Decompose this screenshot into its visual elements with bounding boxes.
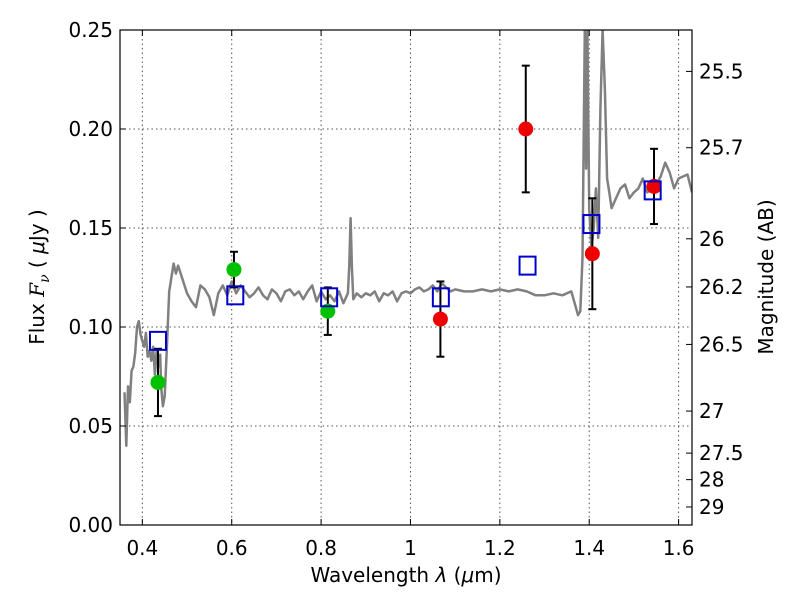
model-band-square <box>431 287 450 308</box>
right-tick-label: 29 <box>699 495 724 519</box>
y-axis-title: Flux Fν ( μJy ) <box>25 209 53 345</box>
x-tick-label: 1.4 <box>573 536 605 560</box>
x-tick-label: 0.8 <box>305 536 337 560</box>
right-tick-label: 26.5 <box>699 332 744 356</box>
red-data-point <box>518 121 534 137</box>
model-band-square <box>582 214 601 235</box>
right-tick-label: 27 <box>699 399 724 423</box>
right-tick-label: 25.7 <box>699 136 744 160</box>
red-data-point <box>432 311 448 327</box>
model-band-square <box>148 330 167 351</box>
x-tick-label: 1 <box>404 536 417 560</box>
y-tick-label: 0.10 <box>68 315 113 339</box>
right-tick-label: 28 <box>699 468 724 492</box>
green-data-point <box>320 303 336 319</box>
model-band-square <box>226 285 245 306</box>
ticks <box>120 29 692 526</box>
y-tick-label: 0.15 <box>68 216 113 240</box>
y-tick-label: 0.20 <box>68 117 113 141</box>
y-tick-label: 0.05 <box>68 414 113 438</box>
y-tick-label: 0.00 <box>68 513 113 537</box>
x-axis-title: Wavelength λ (μm) <box>310 563 501 587</box>
right-tick-label: 25.5 <box>699 59 744 83</box>
right-tick-label: 26.2 <box>699 275 744 299</box>
data-markers <box>148 64 662 418</box>
x-tick-label: 1.2 <box>484 536 516 560</box>
red-data-point <box>646 178 662 194</box>
right-axis-title: Magnitude (AB) <box>754 199 778 354</box>
x-tick-label: 0.4 <box>126 536 158 560</box>
model-band-square <box>643 180 662 201</box>
x-tick-label: 0.6 <box>216 536 248 560</box>
model-band-square <box>320 287 339 308</box>
green-data-point <box>226 262 242 278</box>
right-tick-label: 26 <box>699 227 724 251</box>
green-data-point <box>150 374 166 390</box>
x-tick-label: 1.6 <box>663 536 695 560</box>
plot-frame <box>119 29 693 526</box>
model-band-square <box>518 255 537 276</box>
right-tick-label: 27.5 <box>699 441 744 465</box>
y-tick-label: 0.25 <box>68 18 113 42</box>
tick-labels: 0.4 0.6 0.8 1 1.2 1.4 1.6 0.00 0.05 0.10 0.15 0.20 0… <box>68 18 743 560</box>
red-data-point <box>584 246 600 262</box>
